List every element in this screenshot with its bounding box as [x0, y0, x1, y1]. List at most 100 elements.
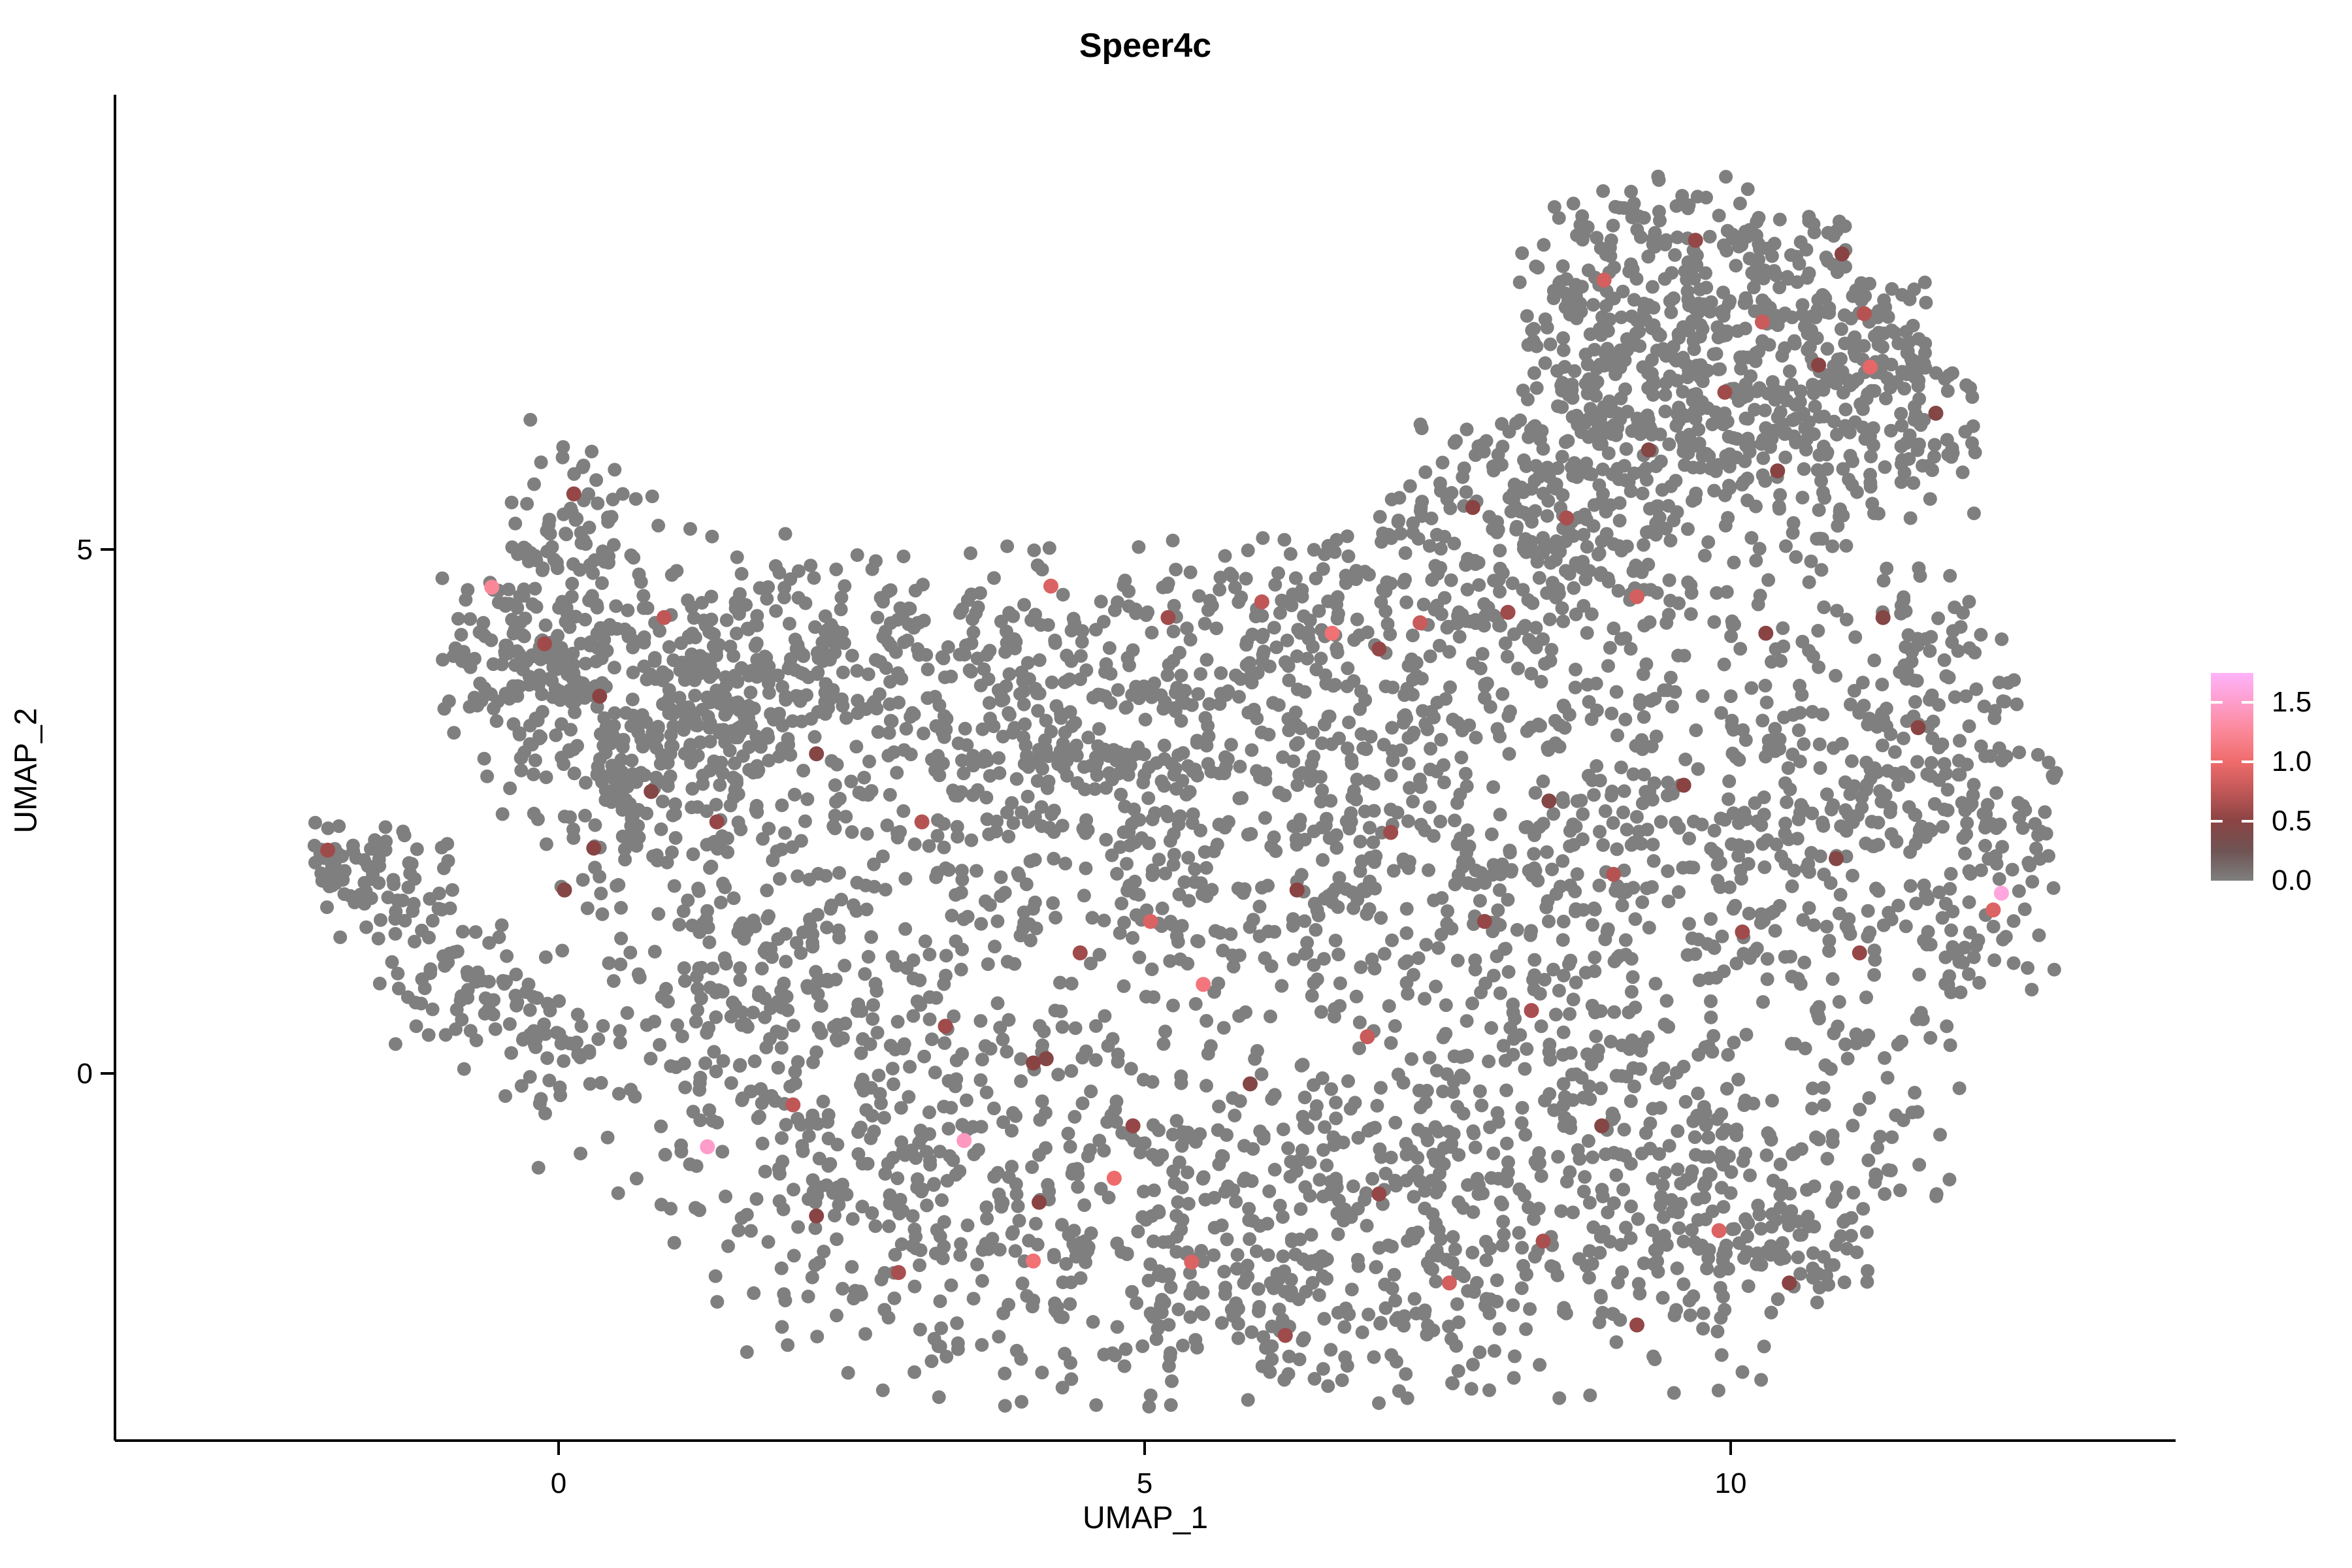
data-point — [624, 548, 638, 563]
data-point — [729, 627, 743, 641]
data-point — [1137, 1136, 1152, 1151]
data-point — [903, 1060, 917, 1074]
data-point — [1452, 1148, 1466, 1162]
data-point — [1549, 482, 1563, 496]
data-point — [794, 946, 808, 960]
data-point — [721, 1239, 735, 1253]
data-point — [422, 930, 436, 945]
data-point — [1822, 301, 1837, 315]
data-point — [894, 1101, 908, 1115]
data-point — [1676, 1277, 1691, 1292]
data-point — [889, 645, 903, 659]
data-point — [808, 1258, 823, 1272]
data-point — [1590, 231, 1604, 245]
data-point — [902, 1090, 916, 1104]
data-point — [1460, 1014, 1474, 1028]
data-point — [666, 808, 680, 823]
data-point — [451, 612, 465, 626]
data-point — [1522, 632, 1536, 647]
data-point — [1317, 1312, 1331, 1326]
data-point — [703, 981, 717, 995]
data-point — [557, 1054, 571, 1068]
data-point — [1620, 823, 1634, 837]
data-point — [979, 1200, 994, 1215]
data-point — [906, 1009, 921, 1023]
data-point — [1475, 647, 1490, 661]
data-point — [1670, 230, 1684, 244]
data-point — [500, 949, 514, 963]
data-point — [1642, 502, 1657, 516]
data-point — [851, 1125, 866, 1139]
data-point — [1137, 679, 1151, 693]
data-point — [762, 821, 776, 836]
data-point — [1198, 1192, 1213, 1207]
data-point — [307, 838, 321, 853]
data-point — [1557, 1305, 1571, 1319]
data-point — [1576, 903, 1591, 917]
data-point — [966, 625, 981, 640]
data-point — [1696, 1306, 1710, 1320]
data-point — [1548, 553, 1563, 567]
data-point — [1296, 1333, 1310, 1348]
data-point — [1722, 774, 1737, 789]
data-point — [1725, 713, 1739, 728]
data-point — [663, 769, 678, 783]
data-point — [514, 1079, 529, 1093]
data-point — [832, 791, 847, 806]
data-point — [1651, 169, 1665, 184]
data-point — [510, 644, 525, 659]
data-point — [951, 1342, 965, 1356]
data-point — [1657, 1228, 1671, 1243]
data-point — [1407, 1292, 1422, 1306]
data-point — [1514, 1116, 1529, 1130]
data-point — [706, 1114, 720, 1128]
data-point — [1669, 1303, 1684, 1317]
data-point — [1825, 539, 1840, 553]
data-point — [1367, 962, 1382, 976]
data-point — [881, 1311, 896, 1325]
data-point — [650, 853, 664, 868]
data-point — [1841, 807, 1855, 821]
data-point — [1646, 1349, 1661, 1364]
data-point — [1567, 581, 1581, 595]
data-point — [1174, 668, 1188, 683]
data-point — [688, 689, 702, 703]
data-point — [1566, 1205, 1580, 1220]
data-point — [1002, 708, 1017, 722]
data-point — [556, 440, 570, 454]
data-point — [1839, 919, 1854, 933]
data-point — [853, 1284, 867, 1299]
data-point — [1741, 1279, 1756, 1294]
data-point — [1725, 1222, 1739, 1236]
data-point — [1780, 795, 1794, 809]
data-point — [1513, 413, 1527, 427]
data-point — [1420, 1134, 1435, 1147]
data-point — [1038, 1105, 1053, 1120]
data-point — [1818, 491, 1832, 505]
data-point — [939, 949, 953, 963]
data-point — [1520, 309, 1534, 323]
data-point — [627, 634, 641, 648]
data-point — [953, 1248, 968, 1262]
data-point — [1938, 896, 1953, 911]
data-point — [1795, 308, 1810, 321]
data-point — [1239, 638, 1254, 652]
data-point — [1628, 912, 1642, 926]
data-point — [1141, 791, 1156, 806]
data-point — [913, 1123, 928, 1137]
data-point — [1218, 549, 1232, 563]
data-point — [1286, 919, 1300, 933]
data-point — [1058, 857, 1073, 871]
data-point — [1102, 1190, 1116, 1205]
data-point — [1542, 914, 1556, 928]
data-point — [1429, 1275, 1443, 1288]
data-point — [1268, 578, 1282, 592]
data-point — [1558, 435, 1573, 449]
data-point — [1714, 706, 1728, 720]
data-point — [1127, 1134, 1141, 1148]
data-point — [1198, 845, 1212, 859]
data-point — [1605, 706, 1619, 721]
data-point — [1070, 776, 1085, 790]
data-point — [1527, 1212, 1541, 1226]
data-point — [1805, 806, 1820, 821]
